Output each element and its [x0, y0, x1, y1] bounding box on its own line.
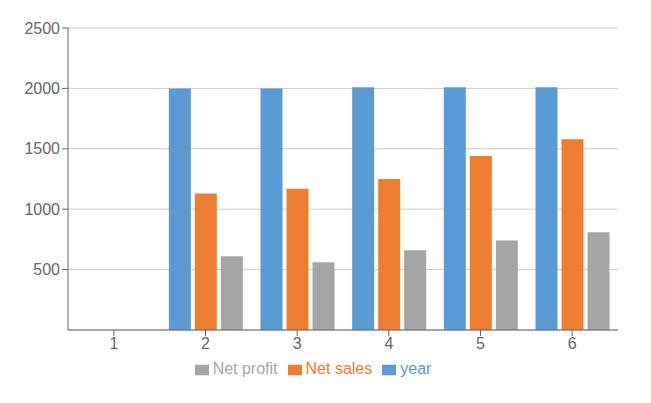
- svg-text:500: 500: [33, 261, 60, 278]
- svg-text:1000: 1000: [24, 201, 60, 218]
- svg-text:1: 1: [109, 335, 118, 352]
- svg-text:2000: 2000: [24, 80, 60, 97]
- svg-text:2: 2: [201, 335, 210, 352]
- html-text:year: year: [400, 360, 432, 377]
- html-text:Net sales: Net sales: [305, 360, 373, 377]
- svg-text:2500: 2500: [24, 20, 60, 37]
- svg-text:1500: 1500: [24, 140, 60, 157]
- svg-text:6: 6: [568, 335, 577, 352]
- html-text:Net profit: Net profit: [212, 360, 278, 377]
- svg-text:5: 5: [476, 335, 485, 352]
- svg-text:3: 3: [293, 335, 302, 352]
- svg-text:4: 4: [384, 335, 393, 352]
